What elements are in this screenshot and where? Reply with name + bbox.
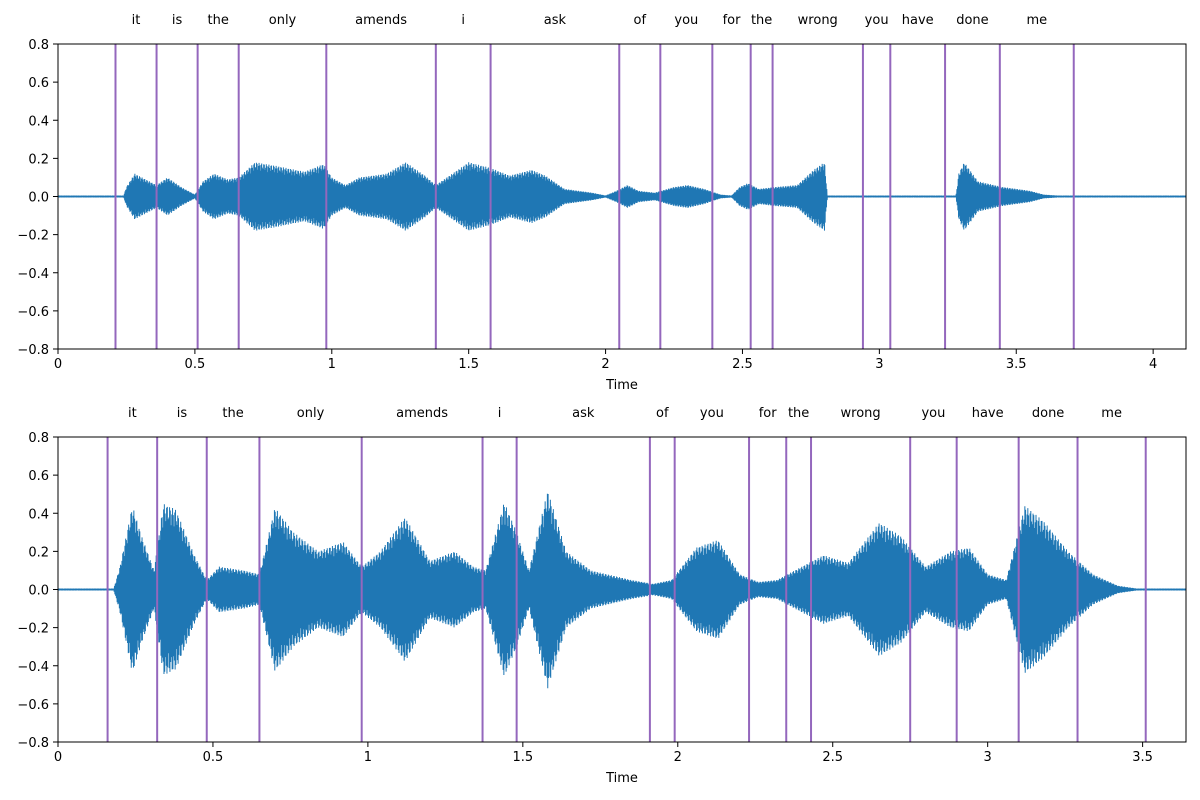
x-tick-label: 1.5 (458, 357, 479, 372)
word-label: you (700, 406, 724, 421)
x-tick-label: 3 (875, 357, 883, 372)
word-label: only (297, 406, 325, 421)
waveform-line (57, 162, 1187, 231)
word-label: you (921, 406, 945, 421)
word-label: you (865, 13, 889, 28)
word-label: for (723, 13, 742, 28)
x-tick-label: 2.5 (822, 750, 843, 765)
y-tick-label: 0.2 (28, 152, 49, 167)
word-label: wrong (841, 406, 881, 421)
word-label: the (207, 13, 228, 28)
word-label: i (498, 406, 502, 421)
x-axis-label: Time (605, 771, 638, 786)
y-tick-label: 0.6 (28, 469, 49, 484)
word-label: the (751, 13, 772, 28)
x-tick-label: 0 (54, 750, 62, 765)
x-tick-label: 3.5 (1006, 357, 1027, 372)
word-label: for (759, 406, 778, 421)
word-label: ask (544, 13, 567, 28)
waveform (57, 493, 1187, 689)
y-tick-label: −0.8 (17, 343, 49, 358)
x-tick-label: 0.5 (203, 750, 224, 765)
word-label: is (172, 13, 183, 28)
x-tick-label: 3 (984, 750, 992, 765)
y-tick-label: −0.2 (17, 229, 49, 244)
x-tick-label: 4 (1149, 357, 1157, 372)
y-tick-label: −0.6 (17, 698, 49, 713)
word-label: have (972, 406, 1004, 421)
x-tick-label: 0.5 (185, 357, 206, 372)
y-tick-label: −0.4 (17, 660, 49, 675)
word-label: you (674, 13, 698, 28)
word-label: is (177, 406, 188, 421)
waveform (57, 162, 1187, 231)
y-tick-label: −0.4 (17, 267, 49, 282)
x-tick-label: 1.5 (512, 750, 533, 765)
word-label: of (656, 406, 669, 421)
x-tick-label: 2 (601, 357, 609, 372)
word-label: me (1026, 13, 1047, 28)
y-tick-label: −0.2 (17, 622, 49, 637)
word-label: have (902, 13, 934, 28)
y-tick-label: 0.2 (28, 545, 49, 560)
y-tick-label: 0.8 (28, 431, 49, 446)
x-tick-label: 1 (328, 357, 336, 372)
x-tick-label: 3.5 (1132, 750, 1153, 765)
x-tick-label: 0 (54, 357, 62, 372)
word-label: wrong (798, 13, 838, 28)
word-label: only (269, 13, 297, 28)
word-label: done (1032, 406, 1064, 421)
word-label: amends (396, 406, 448, 421)
word-label: i (461, 13, 465, 28)
y-tick-label: −0.6 (17, 305, 49, 320)
y-tick-label: 0.0 (28, 191, 49, 206)
word-label: of (634, 13, 647, 28)
word-label: done (956, 13, 988, 28)
x-axis-label: Time (605, 378, 638, 393)
subplot-1: it is the only amends i ask of you for the wrong you… (17, 13, 1187, 393)
y-tick-label: 0.0 (28, 584, 49, 599)
y-tick-label: 0.4 (28, 507, 49, 522)
y-tick-label: −0.8 (17, 736, 49, 751)
word-label: the (222, 406, 243, 421)
word-label: it (128, 406, 137, 421)
subplot-2: it is the only amends i ask of you for the wrong you… (17, 406, 1187, 786)
word-label: it (132, 13, 141, 28)
x-tick-label: 2.5 (732, 357, 753, 372)
word-label: ask (572, 406, 595, 421)
word-label: me (1101, 406, 1122, 421)
y-tick-label: 0.4 (28, 114, 49, 129)
x-tick-label: 2 (674, 750, 682, 765)
y-tick-label: 0.8 (28, 38, 49, 53)
word-label: amends (355, 13, 407, 28)
x-tick-label: 1 (364, 750, 372, 765)
waveform-line (57, 493, 1187, 689)
y-tick-label: 0.6 (28, 76, 49, 91)
word-label: the (788, 406, 809, 421)
